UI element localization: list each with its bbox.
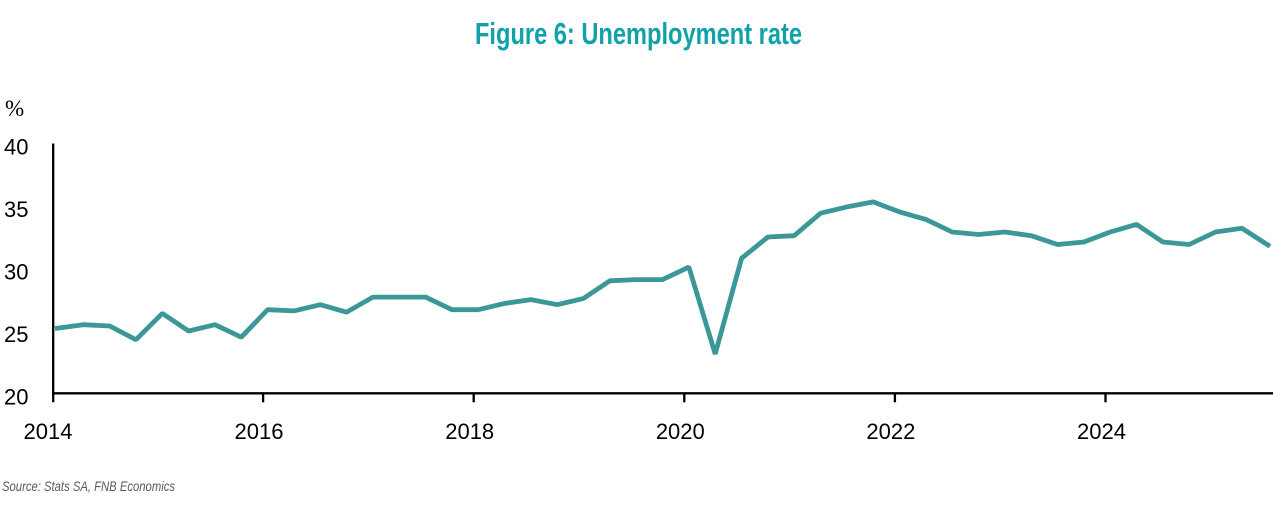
svg-text:35: 35 [4,197,28,222]
svg-text:40: 40 [4,134,28,159]
svg-text:2018: 2018 [445,419,494,444]
svg-text:30: 30 [4,259,28,284]
svg-text:%: % [5,96,24,121]
svg-text:Source: Stats SA, FNB Economic: Source: Stats SA, FNB Economics [2,479,175,494]
svg-text:2020: 2020 [656,419,705,444]
svg-text:2014: 2014 [24,419,73,444]
svg-text:2024: 2024 [1077,419,1126,444]
svg-text:25: 25 [4,322,28,347]
svg-text:2022: 2022 [866,419,915,444]
svg-text:20: 20 [4,384,28,409]
svg-text:Figure 6: Unemployment rate: Figure 6: Unemployment rate [475,17,802,51]
svg-text:2016: 2016 [235,419,284,444]
